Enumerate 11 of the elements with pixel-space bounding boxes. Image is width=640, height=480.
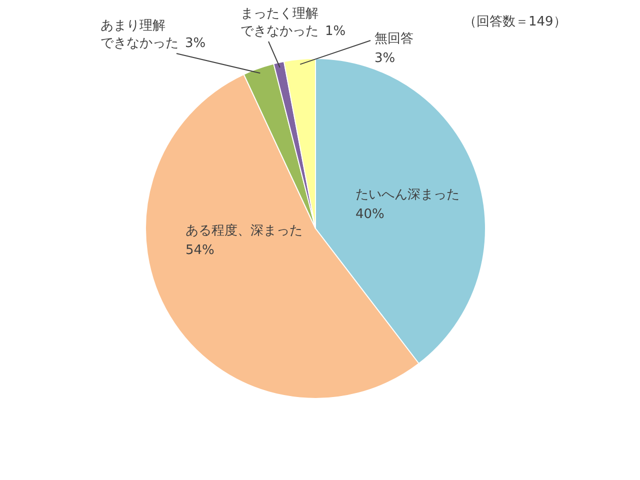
text: （回答数＝149） — [464, 14, 566, 30]
data-label: 40% — [356, 206, 384, 222]
slice-label: たいへん深まった — [356, 188, 460, 202]
slice-label: まったく理解できなかった — [240, 6, 318, 40]
slice-label: あまり理解できなかった — [100, 18, 178, 52]
slice-label: ある程度、深まった — [186, 222, 302, 238]
data-label: 54% — [186, 242, 214, 258]
data-label: 3% — [374, 50, 396, 66]
slice-label: 無回答 — [374, 32, 414, 46]
data-label: 1% — [325, 24, 346, 40]
data-label: 3% — [185, 36, 206, 52]
